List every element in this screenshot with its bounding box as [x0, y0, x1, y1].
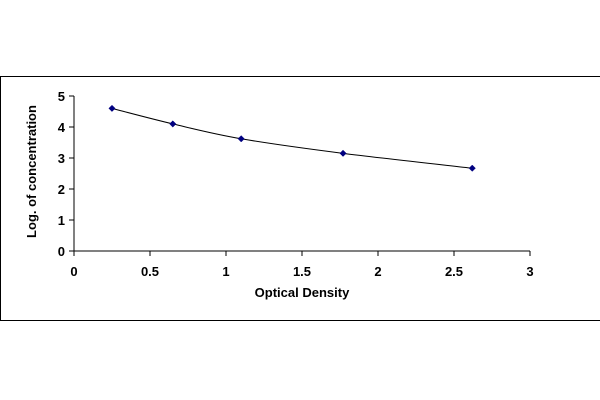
y-tick-label: 2 [58, 182, 65, 197]
x-tick-label: 1 [222, 264, 229, 279]
data-point [169, 120, 177, 128]
y-axis-title: Log. of concentration [24, 105, 39, 238]
data-point [339, 149, 347, 157]
x-tick-label: 0.5 [141, 264, 159, 279]
y-tick-label: 5 [58, 89, 65, 104]
data-point [237, 135, 245, 143]
y-tick-label: 1 [58, 213, 65, 228]
x-tick-label: 2 [374, 264, 381, 279]
data-point [108, 104, 116, 112]
y-tick-label: 3 [58, 151, 65, 166]
x-tick-label: 0 [70, 264, 77, 279]
x-tick-label: 1.5 [293, 264, 311, 279]
x-tick-label: 3 [526, 264, 533, 279]
y-tick-label: 4 [58, 120, 66, 135]
data-point [468, 164, 476, 172]
x-tick-label: 2.5 [445, 264, 463, 279]
trend-line [111, 107, 473, 169]
x-axis-title: Optical Density [255, 285, 350, 300]
chart-frame [0, 76, 600, 321]
y-tick-label: 0 [58, 244, 65, 259]
tick-labels: 0 0.5 1 1.5 2 2.5 3 0 1 2 3 4 5 [58, 89, 534, 279]
data-points [108, 104, 476, 172]
axes [69, 95, 531, 256]
